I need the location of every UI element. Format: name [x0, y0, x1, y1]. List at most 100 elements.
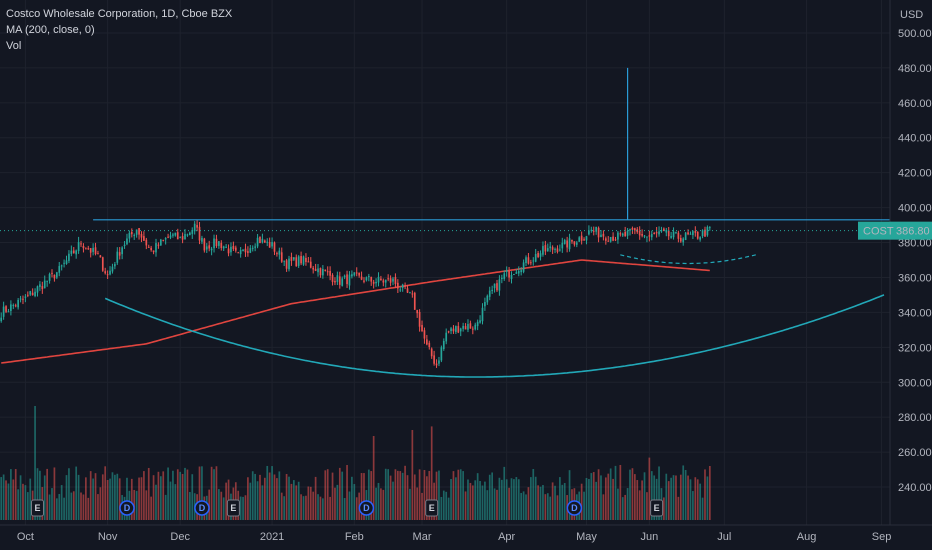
volume-bar [563, 483, 566, 520]
candle-body [0, 317, 3, 322]
currency-label[interactable]: USD [900, 9, 923, 21]
candle-body [559, 249, 561, 251]
volume-bar [36, 468, 39, 520]
volume-bar [549, 496, 552, 520]
candle-body [87, 248, 90, 250]
volume-bar [491, 472, 494, 520]
volume-bar [189, 492, 191, 520]
candle-body [590, 229, 593, 231]
dividend-marker[interactable] [358, 500, 375, 516]
candle-body [513, 274, 515, 276]
dividend-marker[interactable] [194, 500, 210, 516]
earnings-marker[interactable] [650, 499, 664, 517]
candle-body [438, 360, 440, 364]
candle-body [493, 283, 496, 289]
candle-body [174, 232, 177, 236]
y-tick-label: 400.00 [898, 203, 932, 215]
earnings-marker[interactable] [226, 499, 240, 517]
volume-bar [525, 494, 527, 520]
volume-bar [111, 472, 114, 520]
earnings-marker-label: E [34, 503, 40, 513]
volume-bar [614, 465, 617, 520]
volume-bar [457, 469, 460, 520]
volume-bar [687, 475, 689, 520]
candle-body [295, 257, 298, 267]
volume-bar [302, 496, 305, 520]
volume-bar [336, 484, 339, 520]
price-axis[interactable] [890, 0, 932, 550]
volume-bar [162, 471, 165, 520]
candle-body [467, 324, 469, 330]
volume-bar [288, 476, 290, 520]
volume-bar [530, 477, 532, 520]
candle-body [276, 253, 278, 255]
volume-bar [12, 479, 15, 520]
candle-body [152, 250, 155, 253]
candle-body [116, 251, 119, 263]
volume-bar [87, 497, 90, 520]
y-tick-label: 280.00 [898, 412, 932, 424]
volume-bar [409, 488, 411, 520]
volume-bar [650, 471, 653, 520]
volume-bar [174, 484, 177, 520]
volume-bar [94, 473, 97, 520]
dividend-marker-label: D [124, 503, 131, 513]
candle-body [193, 223, 196, 232]
volume-bar [663, 497, 665, 520]
candle-body [658, 231, 660, 235]
handle-curve[interactable] [620, 254, 756, 265]
earnings-marker[interactable] [425, 499, 439, 517]
earnings-marker[interactable] [30, 499, 44, 517]
volume-bar [222, 497, 225, 520]
volume-bar [658, 466, 660, 520]
volume-bar [324, 470, 327, 520]
candle-body [450, 328, 452, 332]
candle-body [689, 233, 692, 235]
candle-body [365, 277, 368, 281]
candle-body [442, 340, 445, 350]
candle-body [435, 363, 438, 366]
candle-body [60, 265, 63, 267]
candle-body [488, 290, 491, 297]
volume-bar [172, 470, 174, 520]
legend-vol[interactable]: Vol [6, 40, 22, 52]
volume-bar [392, 481, 394, 520]
cup-curve[interactable] [104, 294, 885, 378]
candle-body [99, 255, 102, 258]
volume-bar [133, 489, 136, 520]
candle-body [624, 232, 627, 237]
candle-body [517, 270, 520, 274]
volume-bar [580, 483, 583, 520]
volume-bar [604, 477, 607, 520]
legend-ma[interactable]: MA (200, close, 0) [6, 24, 95, 36]
candle-body [251, 247, 254, 249]
volume-bar [101, 474, 104, 520]
dividend-marker-label: D [199, 503, 206, 513]
volume-bar [343, 498, 346, 520]
candle-body [343, 275, 346, 278]
candle-body [358, 272, 360, 276]
volume-bar [508, 487, 510, 520]
volume-bar [467, 479, 469, 520]
candle-body [573, 241, 576, 245]
candle-body [537, 252, 539, 258]
candle-body [503, 273, 506, 279]
candle-body [155, 243, 157, 253]
volume-bar [396, 470, 399, 520]
candle-body [418, 312, 421, 327]
volume-bar [612, 478, 614, 520]
candle-body [58, 266, 61, 273]
candle-body [280, 252, 283, 262]
dividend-marker[interactable] [566, 500, 583, 516]
dividend-marker[interactable] [119, 500, 135, 516]
candle-body [215, 238, 218, 247]
candle-body [479, 320, 481, 323]
dividend-marker-label: D [571, 503, 578, 513]
volume-bar [92, 478, 94, 520]
candle-body [413, 292, 416, 310]
candle-body [457, 326, 460, 333]
volume-bar [450, 478, 452, 520]
candle-body [585, 236, 588, 241]
